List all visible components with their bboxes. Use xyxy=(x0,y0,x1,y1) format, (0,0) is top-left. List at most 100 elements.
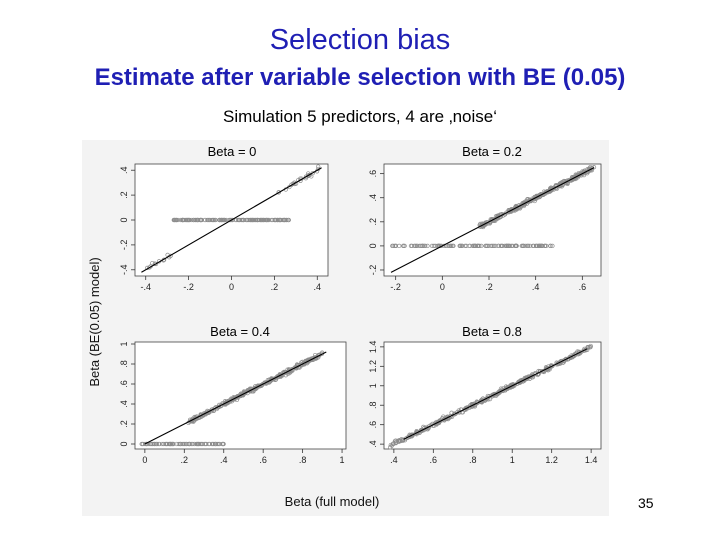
data-point xyxy=(182,217,187,223)
data-point xyxy=(420,243,425,249)
slide-subtitle: Estimate after variable selection with B… xyxy=(94,64,626,91)
y-tick-label: .2 xyxy=(119,420,129,428)
scatter-figure-svg: Beta (BE(0.05) model) Beta (full model) … xyxy=(87,144,602,509)
x-tick-label: 0 xyxy=(229,282,234,292)
data-point xyxy=(184,217,190,223)
data-point xyxy=(479,243,484,249)
x-tick-label: .4 xyxy=(314,282,322,292)
data-point xyxy=(547,188,552,193)
y-tick-label: .2 xyxy=(119,191,129,199)
y-tick-label: .8 xyxy=(119,360,129,368)
data-point xyxy=(483,243,488,249)
data-point xyxy=(254,385,259,390)
y-tick-label: 1 xyxy=(368,383,378,388)
x-tick-label: .2 xyxy=(271,282,279,292)
data-point xyxy=(244,217,249,223)
data-point xyxy=(539,243,544,249)
data-point xyxy=(530,243,536,249)
data-point xyxy=(471,243,476,249)
data-point xyxy=(186,217,191,223)
x-tick-label: .6 xyxy=(259,455,267,465)
data-point xyxy=(514,243,519,249)
y-tick-label: 0 xyxy=(119,441,129,446)
data-point xyxy=(504,210,509,215)
y-tick-label: .6 xyxy=(368,421,378,429)
data-point xyxy=(401,243,406,249)
data-point xyxy=(258,217,263,223)
data-point xyxy=(252,217,257,223)
data-point xyxy=(556,183,561,189)
data-point xyxy=(400,437,405,443)
data-point xyxy=(276,190,281,195)
data-point xyxy=(585,345,590,350)
x-tick-label: .8 xyxy=(299,455,307,465)
data-point xyxy=(303,174,309,179)
panel-title: Beta = 0 xyxy=(208,144,257,159)
data-point xyxy=(153,261,159,267)
data-point xyxy=(198,217,203,223)
data-point xyxy=(523,243,529,249)
data-point xyxy=(502,243,508,249)
data-point xyxy=(278,217,283,223)
data-point xyxy=(196,217,201,223)
data-point xyxy=(542,243,547,249)
y-tick-label: 1 xyxy=(119,341,129,346)
data-point xyxy=(212,217,218,223)
data-point xyxy=(202,217,208,223)
data-point xyxy=(579,349,584,355)
data-point xyxy=(519,243,524,249)
x-tick-label: .2 xyxy=(181,455,189,465)
data-point xyxy=(467,243,472,249)
data-point xyxy=(239,217,245,223)
data-point xyxy=(243,390,248,396)
data-point xyxy=(425,243,430,249)
data-point xyxy=(262,380,267,386)
data-point xyxy=(544,243,549,249)
data-point xyxy=(521,243,526,249)
data-point xyxy=(448,413,453,419)
y-axis-title: Beta (BE(0.05) model) xyxy=(87,257,102,386)
data-point xyxy=(496,390,501,395)
fit-line xyxy=(403,348,588,440)
data-point xyxy=(215,441,220,447)
data-point xyxy=(265,217,270,223)
data-point xyxy=(180,441,185,447)
data-point xyxy=(418,428,423,434)
data-point xyxy=(284,217,289,223)
data-point xyxy=(183,217,188,223)
data-point xyxy=(199,412,204,418)
data-point xyxy=(230,397,235,403)
data-point xyxy=(281,217,286,223)
x-tick-label: -.2 xyxy=(183,282,194,292)
x-tick-label: .2 xyxy=(485,282,493,292)
data-point xyxy=(451,243,456,249)
x-tick-label: 1 xyxy=(340,455,345,465)
data-point xyxy=(496,243,501,249)
data-point xyxy=(414,243,419,249)
data-point xyxy=(392,243,397,249)
data-point xyxy=(489,218,494,223)
data-point xyxy=(220,441,225,447)
data-point xyxy=(171,217,176,223)
data-point xyxy=(147,265,152,270)
panel-title: Beta = 0.8 xyxy=(462,324,522,339)
data-point xyxy=(259,217,265,223)
data-point xyxy=(210,407,215,412)
data-point xyxy=(191,217,197,223)
x-tick-label: .6 xyxy=(430,455,438,465)
data-point xyxy=(217,217,222,223)
panel-title: Beta = 0.4 xyxy=(210,324,270,339)
x-tick-label: .6 xyxy=(579,282,587,292)
data-point xyxy=(433,243,438,249)
y-tick-label: 0 xyxy=(119,217,129,222)
data-point xyxy=(453,411,458,417)
data-point xyxy=(493,243,498,249)
data-point xyxy=(209,217,215,223)
x-tick-label: .4 xyxy=(532,282,540,292)
data-point xyxy=(178,441,183,447)
data-point xyxy=(563,357,569,362)
y-tick-label: .6 xyxy=(119,380,129,388)
data-point xyxy=(525,243,530,249)
data-point xyxy=(202,441,208,447)
data-point xyxy=(540,369,545,374)
